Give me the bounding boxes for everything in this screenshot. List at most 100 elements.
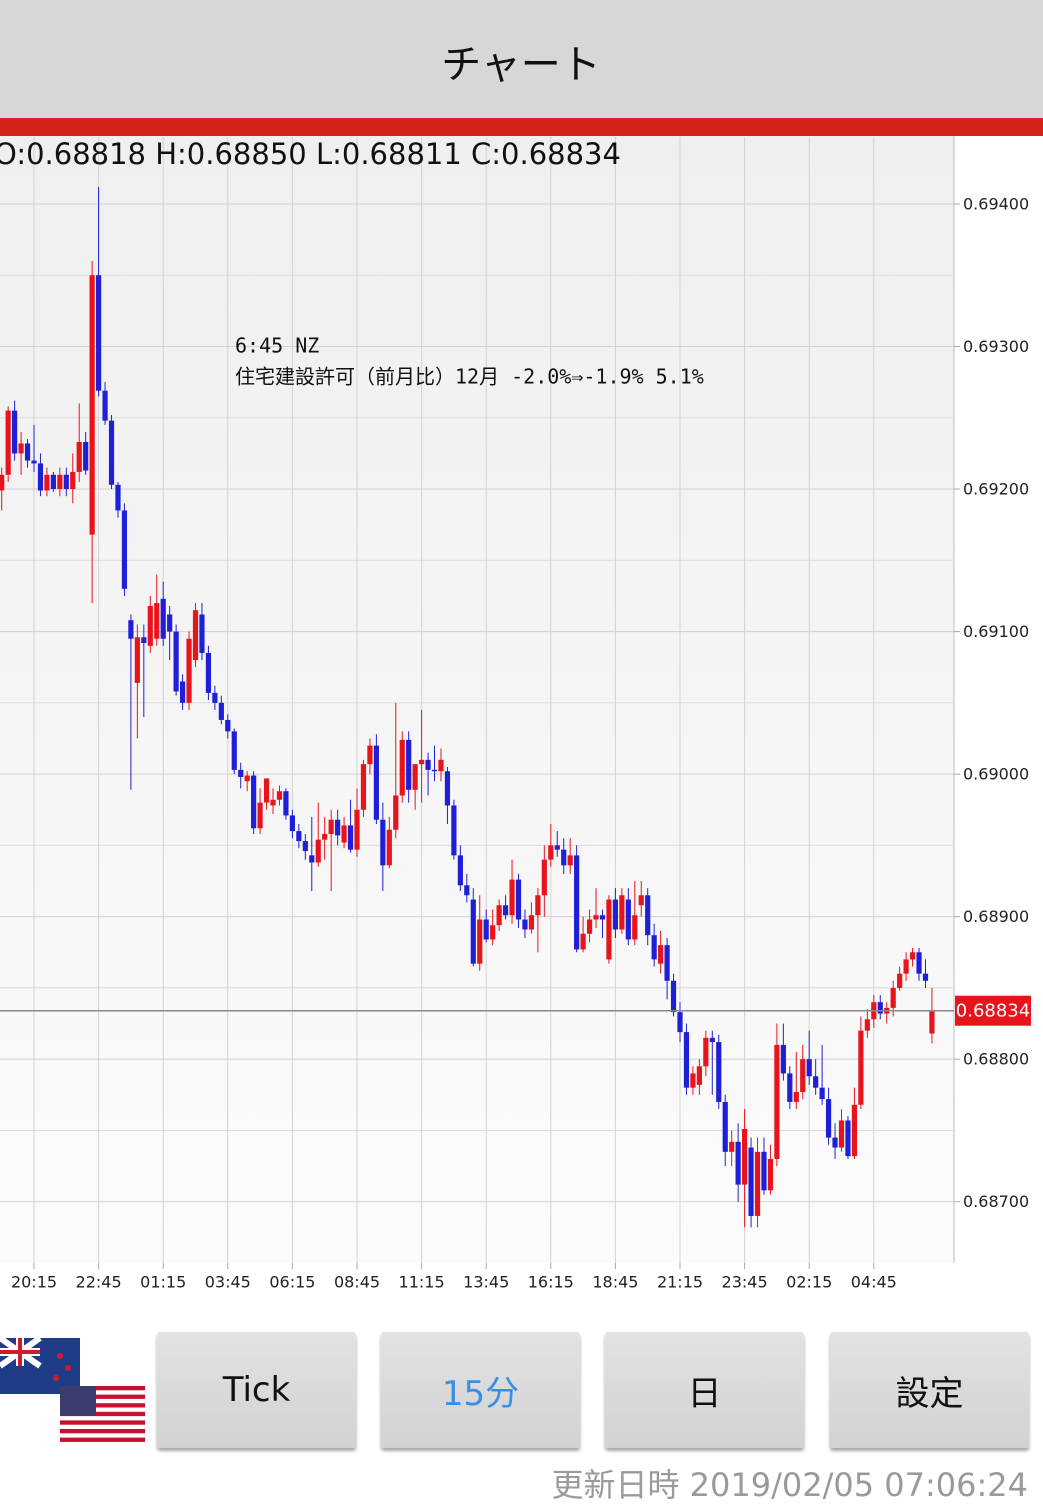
daily-button[interactable]: 日 <box>605 1332 804 1448</box>
candle-body <box>825 1099 832 1138</box>
candle-body <box>709 1037 715 1043</box>
candle-body <box>192 610 199 661</box>
candle-body <box>341 825 347 843</box>
candle-body <box>541 859 547 896</box>
candle-body <box>154 603 160 639</box>
candle-body <box>173 631 179 692</box>
candle-body <box>134 637 140 683</box>
candle-body <box>515 879 522 920</box>
y-tick-label: 0.68900 <box>963 907 1029 926</box>
candle-body <box>929 1010 935 1034</box>
candle-body <box>651 935 657 960</box>
candle-body <box>819 1087 825 1100</box>
candle-body <box>50 474 56 490</box>
candle-body <box>903 959 909 974</box>
candle-body <box>186 638 192 703</box>
tick-button[interactable]: Tick <box>157 1332 356 1448</box>
candle-body <box>354 809 360 850</box>
x-tick-label: 16:15 <box>528 1273 574 1292</box>
candle-body <box>121 510 128 589</box>
x-tick-label: 08:45 <box>334 1273 380 1292</box>
y-tick-label: 0.68800 <box>963 1050 1029 1069</box>
candle-body <box>419 759 425 765</box>
candle-body <box>483 919 489 940</box>
candle-body <box>761 1151 767 1191</box>
candle-body <box>793 1091 799 1102</box>
candle-body <box>63 474 69 490</box>
candle-body <box>44 474 50 491</box>
x-tick-label: 22:45 <box>76 1273 122 1292</box>
candle-body <box>406 739 412 790</box>
candle-body <box>787 1073 793 1102</box>
candle-body <box>212 692 218 703</box>
candle-body <box>670 980 677 1013</box>
candle-body <box>580 933 586 950</box>
candle-body <box>677 1012 683 1033</box>
candle-body <box>431 769 438 772</box>
candle-body <box>806 1059 812 1077</box>
candle-body <box>37 463 44 491</box>
candle-body <box>464 885 470 896</box>
annotation-text: 住宅建設許可（前月比）12月 -2.0%⇒-1.9% 5.1% <box>235 365 704 389</box>
candle-body <box>328 819 334 834</box>
candle-body <box>909 952 916 960</box>
candle-body <box>444 771 451 806</box>
candle-body <box>729 1141 735 1152</box>
y-tick-label: 0.69200 <box>963 480 1029 499</box>
candle-body <box>664 945 670 981</box>
candle-body <box>457 855 463 886</box>
candle-body <box>742 1129 748 1185</box>
candle-body <box>632 915 638 940</box>
candle-body <box>276 791 283 800</box>
candle-body <box>315 839 321 863</box>
x-tick-label: 04:45 <box>851 1273 897 1292</box>
candle-body <box>593 915 599 920</box>
candle-body <box>780 1044 786 1074</box>
updated-time: 更新日時 2019/02/05 07:06:24 <box>551 1466 1028 1504</box>
candle-body <box>270 799 276 806</box>
candle-body <box>108 420 115 485</box>
candle-body <box>225 719 231 732</box>
candle-body <box>561 849 567 866</box>
candle-body <box>309 855 315 863</box>
y-tick-label: 0.69400 <box>963 194 1029 213</box>
candle-body <box>509 879 515 916</box>
candle-body <box>393 795 399 830</box>
candle-body <box>76 442 82 472</box>
current-price-box <box>955 995 1031 1026</box>
candle-body <box>477 919 483 964</box>
candle-body <box>96 275 102 391</box>
candle-body <box>696 1066 702 1085</box>
candle-body <box>567 855 573 866</box>
candle-body <box>257 802 263 829</box>
currency-pair-flags[interactable] <box>0 1338 150 1446</box>
candle-body <box>179 681 186 703</box>
candle-body <box>767 1158 774 1191</box>
x-tick-label: 13:45 <box>463 1273 509 1292</box>
candle-body <box>238 769 244 777</box>
candle-body <box>160 598 166 639</box>
candle-body <box>57 474 63 490</box>
candle-body <box>922 973 929 981</box>
candle-body <box>599 915 606 920</box>
candle-body <box>205 652 212 693</box>
candle-body <box>231 731 237 770</box>
candle-body <box>612 899 618 930</box>
15min-button[interactable]: 15分 <box>381 1332 580 1448</box>
candle-body <box>703 1037 709 1067</box>
candle-body <box>244 775 250 782</box>
candle-body <box>638 895 644 906</box>
settings-button[interactable]: 設定 <box>830 1332 1029 1448</box>
candle-body <box>625 899 631 940</box>
candle-body <box>347 825 354 850</box>
y-tick-label: 0.69000 <box>963 765 1029 784</box>
candle-body <box>263 778 270 803</box>
candle-body <box>147 605 153 646</box>
ohlc-label: O:0.68818 H:0.68850 L:0.68811 C:0.68834 <box>0 137 621 171</box>
chart: チャート 0.69400 0.69300 0.69200 0.69100 0.69000… <box>0 0 1043 1292</box>
candle-body <box>0 474 5 491</box>
annotation-time: 6:45 NZ <box>235 334 319 358</box>
candle-body <box>851 1104 858 1157</box>
x-tick-label: 11:15 <box>399 1273 445 1292</box>
candle-body <box>83 442 89 471</box>
